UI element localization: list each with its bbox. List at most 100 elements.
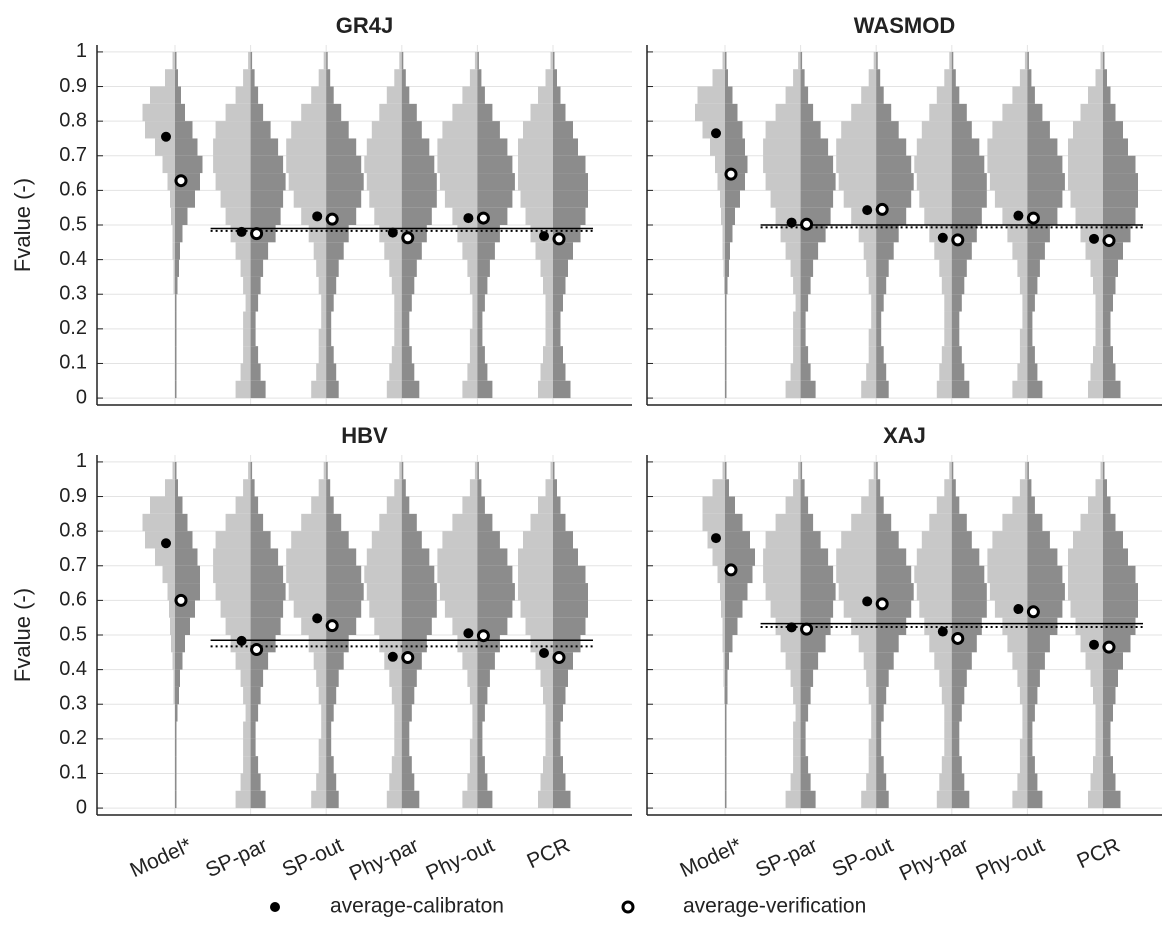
histogram-bar [545, 738, 553, 757]
histogram-bar [293, 600, 327, 618]
panel-title: WASMOD [854, 13, 955, 38]
histogram-bar [1103, 721, 1111, 739]
histogram-bar [1027, 513, 1043, 532]
histogram-bar [725, 103, 738, 122]
histogram-bar [530, 103, 553, 122]
histogram-bar [989, 583, 1028, 601]
histogram-bar [725, 652, 729, 670]
x-tick-label: Model* [126, 834, 195, 882]
histogram-bar [175, 565, 200, 584]
histogram-bar [916, 548, 952, 566]
histogram-bar [538, 790, 553, 809]
histogram-bar [175, 756, 177, 774]
histogram-bar [725, 496, 735, 514]
histogram-bar [250, 155, 284, 174]
histogram-bar [326, 294, 334, 312]
histogram-bar [313, 652, 327, 670]
histogram-bar [949, 461, 952, 480]
histogram-bar [861, 380, 877, 399]
histogram-bar [401, 138, 430, 156]
histogram-bar [467, 363, 478, 381]
histogram-bar [1019, 738, 1028, 757]
histogram-bar [477, 242, 495, 260]
histogram-bar [763, 548, 801, 566]
histogram-bar [720, 583, 725, 601]
histogram-bar [724, 276, 725, 295]
histogram-bar [793, 686, 801, 705]
histogram-bar [150, 86, 175, 104]
histogram-bar [401, 155, 435, 174]
calibration-point [1089, 233, 1099, 244]
y-tick-label: 0.4 [59, 248, 87, 270]
histogram-bar [987, 138, 1028, 156]
histogram-bar [553, 790, 571, 809]
histogram-bar [462, 790, 478, 809]
histogram-bar [1103, 756, 1113, 774]
verification-point [724, 563, 738, 577]
histogram-bar [800, 686, 811, 705]
histogram-bar [477, 346, 485, 364]
histogram-bar [934, 242, 952, 260]
histogram-bar [543, 756, 553, 774]
histogram-bar [326, 86, 334, 104]
histogram-bar [1103, 496, 1111, 514]
histogram-bar [695, 103, 725, 122]
histogram-bar [175, 103, 185, 122]
x-tick-label: Model* [676, 834, 745, 882]
histogram-bar [175, 121, 193, 139]
histogram-bar [171, 207, 175, 225]
histogram-bar [291, 531, 327, 549]
legend-marker [270, 902, 280, 912]
verification-point [174, 174, 188, 188]
histogram-bar [800, 138, 829, 156]
histogram-bar [1103, 548, 1128, 566]
histogram-bar [538, 380, 553, 399]
histogram-bar [800, 294, 809, 312]
histogram-bar [876, 155, 912, 174]
histogram-bar [1019, 686, 1028, 705]
histogram-bar [712, 479, 725, 497]
histogram-bar [326, 496, 334, 514]
histogram-bar [175, 276, 178, 295]
histogram-bar [876, 328, 882, 347]
histogram-bar [250, 259, 264, 277]
histogram-bar [876, 635, 899, 653]
histogram-bar [1027, 565, 1063, 584]
histogram-bar [1022, 311, 1028, 329]
y-tick-label: 0.5 [59, 623, 87, 645]
histogram-bar [1019, 756, 1028, 774]
histogram-bar [1103, 380, 1121, 399]
histogram-bar [1027, 190, 1063, 208]
histogram-bar [250, 69, 255, 87]
histogram-bar [944, 721, 952, 739]
histogram-bar [250, 346, 259, 364]
histogram-bar [311, 496, 327, 514]
histogram-bar [725, 669, 728, 687]
histogram-bar [553, 756, 563, 774]
histogram-bar [553, 479, 557, 497]
y-tick-label: 0.2 [59, 727, 87, 749]
histogram-bar [944, 704, 952, 722]
histogram-bar [1103, 583, 1138, 601]
histogram-bar [386, 790, 402, 809]
histogram-bar [250, 363, 261, 381]
histogram-bar [1100, 51, 1103, 70]
histogram-bar [934, 652, 952, 670]
y-tick-label: 0.7 [59, 144, 87, 166]
histogram-bar [250, 652, 269, 670]
histogram-bar [916, 583, 952, 601]
histogram-bar [725, 311, 727, 329]
histogram-bar [1017, 669, 1028, 687]
histogram-bar [1103, 790, 1121, 809]
histogram-bar [1012, 86, 1028, 104]
histogram-bar [379, 635, 402, 653]
histogram-bar [316, 669, 327, 687]
histogram-bar [951, 138, 980, 156]
histogram-bar [220, 600, 251, 618]
histogram-bar [722, 635, 725, 653]
histogram-bar [316, 773, 327, 791]
y-tick-label: 0.5 [59, 213, 87, 235]
histogram-bar [944, 311, 952, 329]
legend-label: average-verification [683, 895, 866, 918]
histogram-bar [175, 531, 193, 549]
